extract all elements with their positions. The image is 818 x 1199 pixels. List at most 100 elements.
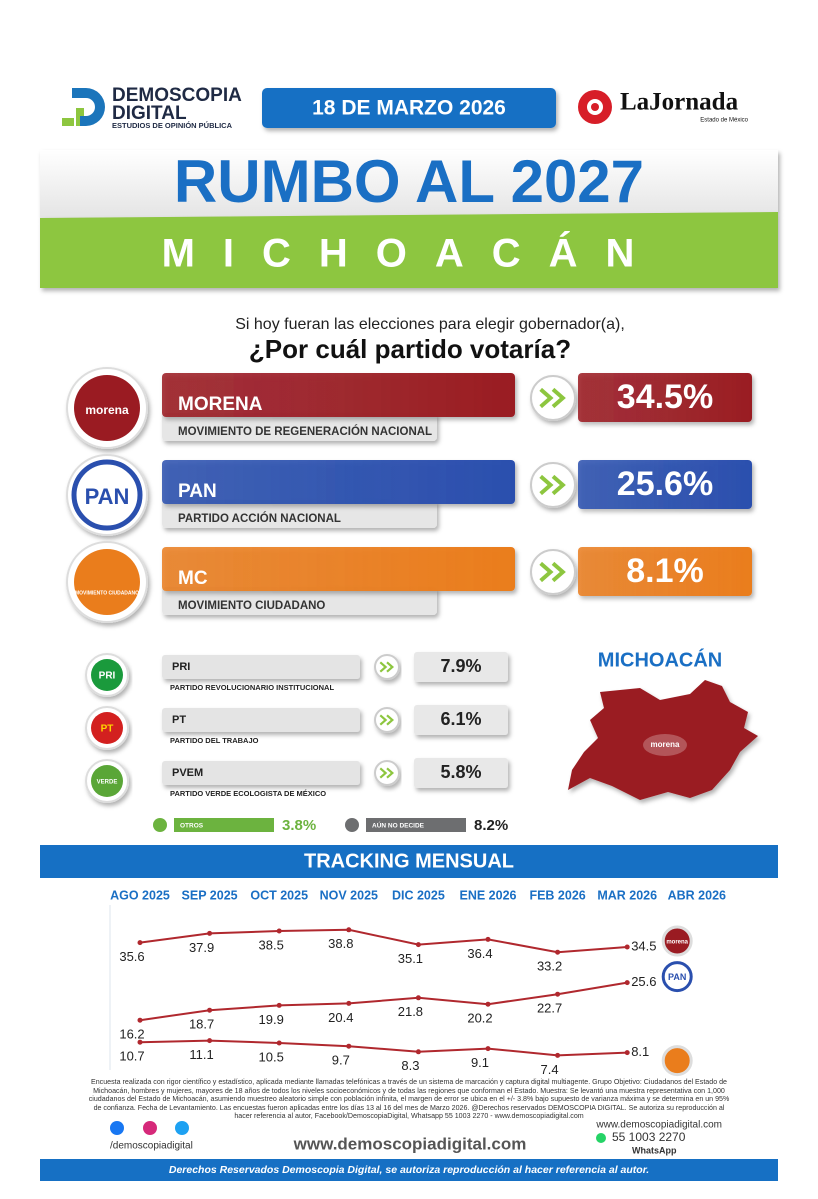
data-label: 11.1 [189, 1047, 213, 1062]
point [137, 940, 143, 946]
party-name-box [162, 413, 437, 441]
party-logo-text: VERDE [97, 780, 118, 786]
chevron [386, 767, 395, 779]
party-logo-text: PT [101, 724, 114, 735]
point [485, 1046, 491, 1052]
methodology: Encuesta realizada con rigor científico … [88, 1078, 730, 1121]
party-logo [91, 712, 123, 744]
brand-logo [62, 88, 105, 126]
other-icon [345, 818, 359, 832]
series-line [139, 928, 628, 954]
x-tick-label: DIC 2025 [392, 888, 445, 902]
party-name: PARTIDO REVOLUCIONARIO INSTITUCIONAL [170, 683, 334, 692]
data-label: 7.4 [541, 1062, 559, 1077]
party-logo-text: PAN [85, 484, 130, 509]
party-logo-text: PRI [99, 671, 116, 682]
party-name: MOVIMIENTO CIUDADANO [178, 600, 325, 612]
x-tick-label: ENE 2026 [460, 888, 517, 902]
partner: LaJornada [620, 89, 739, 116]
instagram-icon[interactable] [143, 1121, 157, 1135]
value-box [414, 758, 508, 788]
chevron [379, 661, 388, 673]
data-label: 33.2 [537, 959, 562, 974]
x-tick-label: MAR 2026 [597, 888, 657, 902]
party-bar [162, 460, 515, 504]
data-label: 38.8 [328, 936, 353, 951]
point [485, 936, 491, 942]
chevron [386, 714, 395, 726]
legend-logo [661, 1045, 693, 1077]
title: RUMBO AL 2027 [174, 148, 644, 215]
other-label: AÚN NO DECIDE [372, 821, 425, 830]
party-name-box [162, 587, 437, 615]
data-label: 16.2 [119, 1027, 144, 1042]
party-name: MOVIMIENTO DE REGENERACIÓN NACIONAL [178, 425, 432, 438]
data-label: 34.5 [631, 938, 656, 953]
point [137, 1017, 143, 1023]
x-tick-label: NOV 2025 [320, 888, 378, 902]
point [137, 1039, 143, 1045]
point [624, 944, 630, 950]
x-tick-label: SEP 2025 [182, 888, 238, 902]
legend-logo [661, 961, 693, 993]
point [276, 1040, 282, 1046]
data-label: 19.9 [259, 1012, 284, 1027]
party-logo [91, 765, 123, 797]
party-name: PARTIDO DEL TRABAJO [170, 736, 259, 745]
other-value: 3.8% [282, 817, 316, 834]
chevron [551, 387, 566, 409]
map [568, 680, 758, 800]
chevron [551, 474, 566, 496]
date: 18 DE MARZO 2026 [312, 97, 506, 120]
data-label: 20.2 [467, 1011, 492, 1026]
other-bar [174, 818, 274, 832]
party-short: PRI [172, 661, 190, 673]
value-box [414, 652, 508, 682]
party-logo [74, 549, 140, 615]
map-title: MICHOACÁN [598, 648, 722, 671]
partner-logo [578, 90, 612, 124]
question: ¿Por cuál partido votaría? [249, 334, 571, 364]
party-bar [162, 373, 515, 417]
point [207, 1038, 213, 1044]
facebook-icon[interactable] [110, 1121, 124, 1135]
point [555, 991, 561, 997]
party-logo [71, 459, 143, 531]
point [415, 995, 421, 1001]
data-label: 8.3 [401, 1058, 419, 1073]
point [346, 1000, 352, 1006]
twitter-icon[interactable] [175, 1121, 189, 1135]
whatsapp: WhatsApp [632, 1145, 677, 1155]
party-value: 6.1% [440, 709, 481, 729]
point [415, 942, 421, 948]
legend-logo [661, 925, 693, 957]
party-logo-text: MOVIMIENTO CIUDADANO [75, 590, 139, 596]
data-label: 25.6 [631, 974, 656, 989]
chevron [386, 661, 395, 673]
series-line [139, 981, 628, 1022]
legend-label: morena [666, 940, 688, 946]
chevron [539, 474, 554, 496]
chevron [539, 561, 554, 583]
map-winner: morena [651, 740, 680, 749]
point [555, 949, 561, 955]
data-label: 37.9 [189, 940, 214, 955]
data-label: 21.8 [398, 1004, 423, 1019]
website[interactable]: www.demoscopiadigital.com [293, 1134, 527, 1153]
x-tick-label: OCT 2025 [250, 888, 308, 902]
phone: 55 1003 2270 [612, 1130, 686, 1144]
date-box [262, 88, 556, 128]
party-short: PT [172, 714, 186, 726]
party-bar [162, 761, 360, 785]
data-label: 10.5 [259, 1049, 284, 1064]
chevron [539, 387, 554, 409]
social: /demoscopiadigital [110, 1141, 193, 1152]
party-value: 5.8% [440, 762, 481, 782]
tracking-banner [40, 845, 778, 878]
data-label: 9.1 [471, 1055, 489, 1070]
state-banner [40, 212, 778, 288]
chevron [379, 714, 388, 726]
party-name-box [162, 500, 437, 528]
value-box [578, 460, 752, 509]
